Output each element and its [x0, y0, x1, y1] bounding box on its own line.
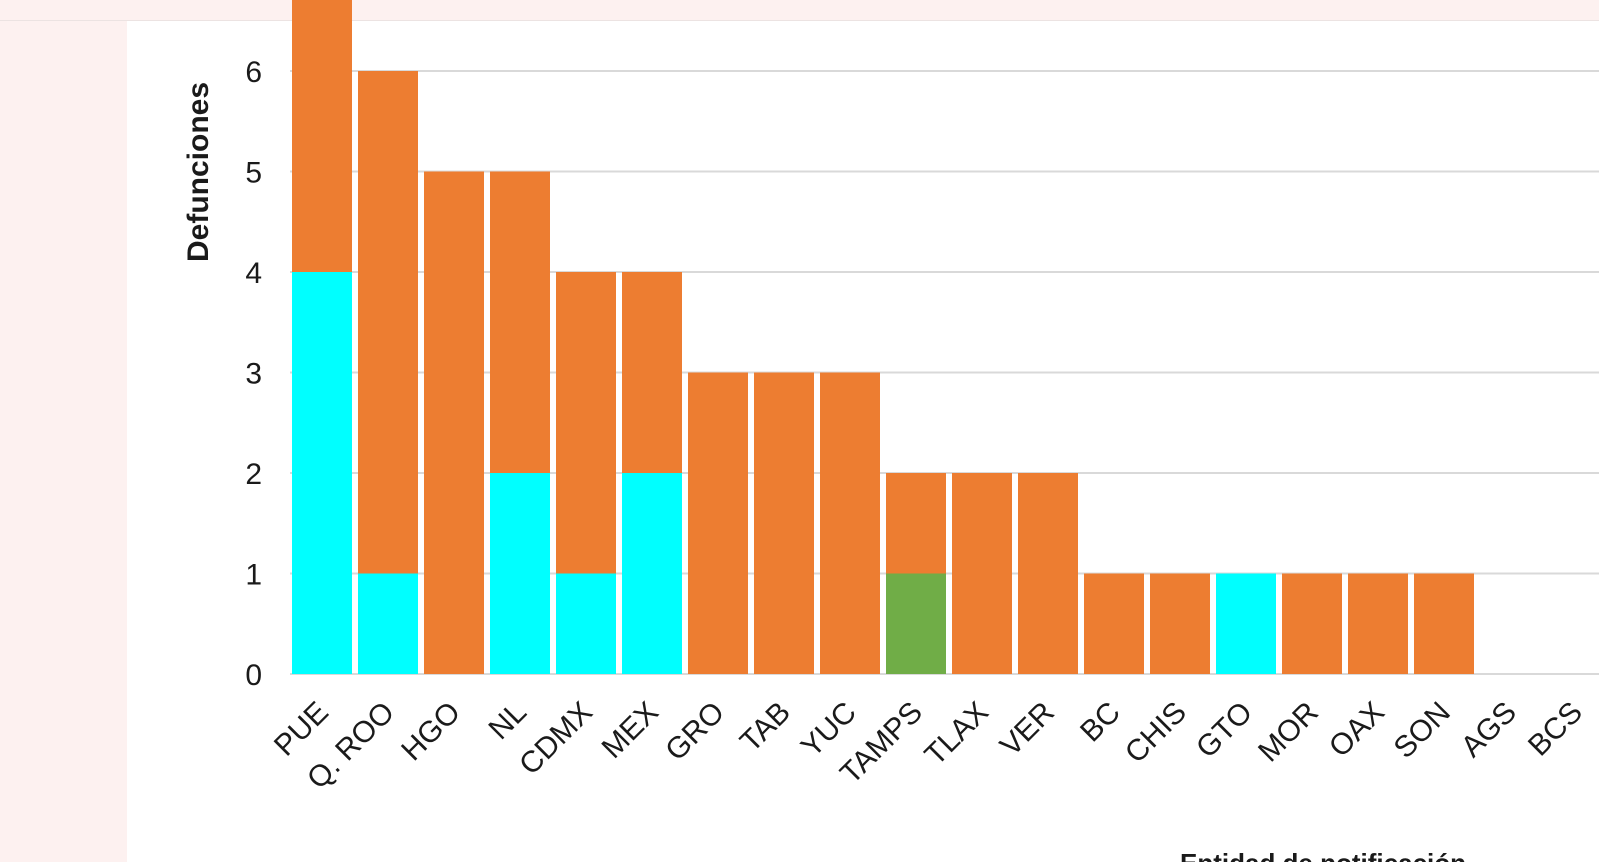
bar-yuc-segment-2: [820, 372, 880, 674]
x-tick-label: SON: [1388, 696, 1457, 765]
x-tick-label: GRO: [659, 696, 731, 768]
x-tick-label: MOR: [1252, 696, 1325, 769]
x-tick-label: BC: [1074, 696, 1127, 749]
bar-pue-segment-0: [292, 272, 352, 674]
y-tick-label: 6: [245, 56, 262, 89]
x-tick-label: AGS: [1455, 696, 1523, 764]
x-tick-label: GTO: [1190, 696, 1259, 765]
x-tick-label: TLAX: [919, 696, 995, 772]
x-tick-label: HGO: [395, 696, 467, 768]
bar-mex-segment-0: [622, 473, 682, 674]
bar-bc-segment-2: [1084, 573, 1144, 674]
bar-cdmx-segment-0: [556, 573, 616, 674]
x-axis-label: Entidad de notificación: [1180, 848, 1466, 862]
bar-mex-segment-2: [622, 272, 682, 473]
y-tick-label: 5: [245, 157, 262, 190]
y-tick-label: 3: [245, 358, 262, 391]
y-tick-label: 1: [245, 559, 262, 592]
bar-tamps-segment-2: [886, 473, 946, 574]
bar-chis-segment-2: [1150, 573, 1210, 674]
bar-pue-segment-2: [292, 0, 352, 272]
bar-nl-segment-2: [490, 171, 550, 473]
bar-nl-segment-0: [490, 473, 550, 674]
bar-hgo-segment-2: [424, 171, 484, 674]
bar-oax-segment-2: [1348, 573, 1408, 674]
y-tick-label: 4: [245, 257, 262, 290]
x-tick-label: CDMX: [513, 696, 599, 782]
bar-son-segment-2: [1414, 573, 1474, 674]
x-tick-label: VER: [994, 696, 1061, 763]
y-tick-labels: 0 1 2 3 4 5 6: [245, 56, 262, 692]
x-tick-label: CHIS: [1119, 696, 1193, 770]
bar-tlax-segment-2: [952, 473, 1012, 674]
x-tick-label: TAB: [734, 696, 797, 759]
x-tick-label: NL: [482, 696, 532, 746]
x-tick-label: BCS: [1522, 696, 1589, 763]
bar-qroo-segment-0: [358, 573, 418, 674]
bar-gto-segment-0: [1216, 573, 1276, 674]
bar-cdmx-segment-2: [556, 272, 616, 574]
bar-ver-segment-2: [1018, 473, 1078, 674]
x-tick-label: OAX: [1323, 696, 1391, 764]
x-tick-label: MEX: [596, 696, 665, 765]
bar-mor-segment-2: [1282, 573, 1342, 674]
y-tick-label: 0: [245, 659, 262, 692]
bars: [292, 0, 1474, 674]
bar-tab-segment-2: [754, 372, 814, 674]
bar-qroo-segment-2: [358, 71, 418, 574]
bar-gro-segment-2: [688, 372, 748, 674]
y-axis-label: Defunciones: [182, 82, 215, 262]
y-tick-label: 2: [245, 458, 262, 491]
bar-tamps-segment-1: [886, 573, 946, 674]
top-bar: [0, 0, 1599, 21]
